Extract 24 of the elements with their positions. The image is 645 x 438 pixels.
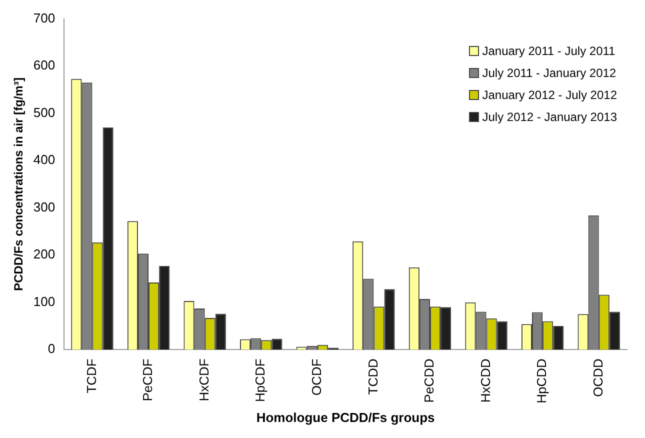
x-tick-label: HpCDF <box>252 358 268 402</box>
y-tick-label: 100 <box>33 294 56 309</box>
x-tick-label: TCDD <box>365 358 380 395</box>
y-tick-label: 200 <box>33 246 56 262</box>
x-tick-label: HpCDD <box>534 358 550 404</box>
legend-label: January 2012 - July 2012 <box>482 88 617 102</box>
legend-label: January 2011 - July 2011 <box>482 44 616 58</box>
legend-label: July 2011 - January 2012 <box>482 66 616 80</box>
x-tick-label: TCDF <box>84 358 99 394</box>
y-tick-label: 500 <box>33 104 56 120</box>
x-tick-label: PeCDD <box>422 358 437 403</box>
y-tick-label: 300 <box>33 199 56 214</box>
y-tick-label: 600 <box>33 58 56 73</box>
y-axis-title: PCDD/Fs concentrations in air [fg/m³] <box>12 78 26 291</box>
x-axis-title: Homologue PCDD/Fs groups <box>256 410 435 425</box>
x-tick-label: OCDF <box>308 358 324 396</box>
y-tick-label: 400 <box>33 152 56 168</box>
x-tick-label: OCDD <box>590 358 606 397</box>
y-tick-label: 700 <box>33 10 56 26</box>
y-tick-label: 0 <box>48 341 56 356</box>
legend-label: July 2012 - January 2013 <box>482 110 617 124</box>
x-tick-label: PeCDF <box>140 358 156 402</box>
x-tick-label: HxCDF <box>196 358 212 402</box>
x-tick-label: HxCDD <box>478 358 493 403</box>
